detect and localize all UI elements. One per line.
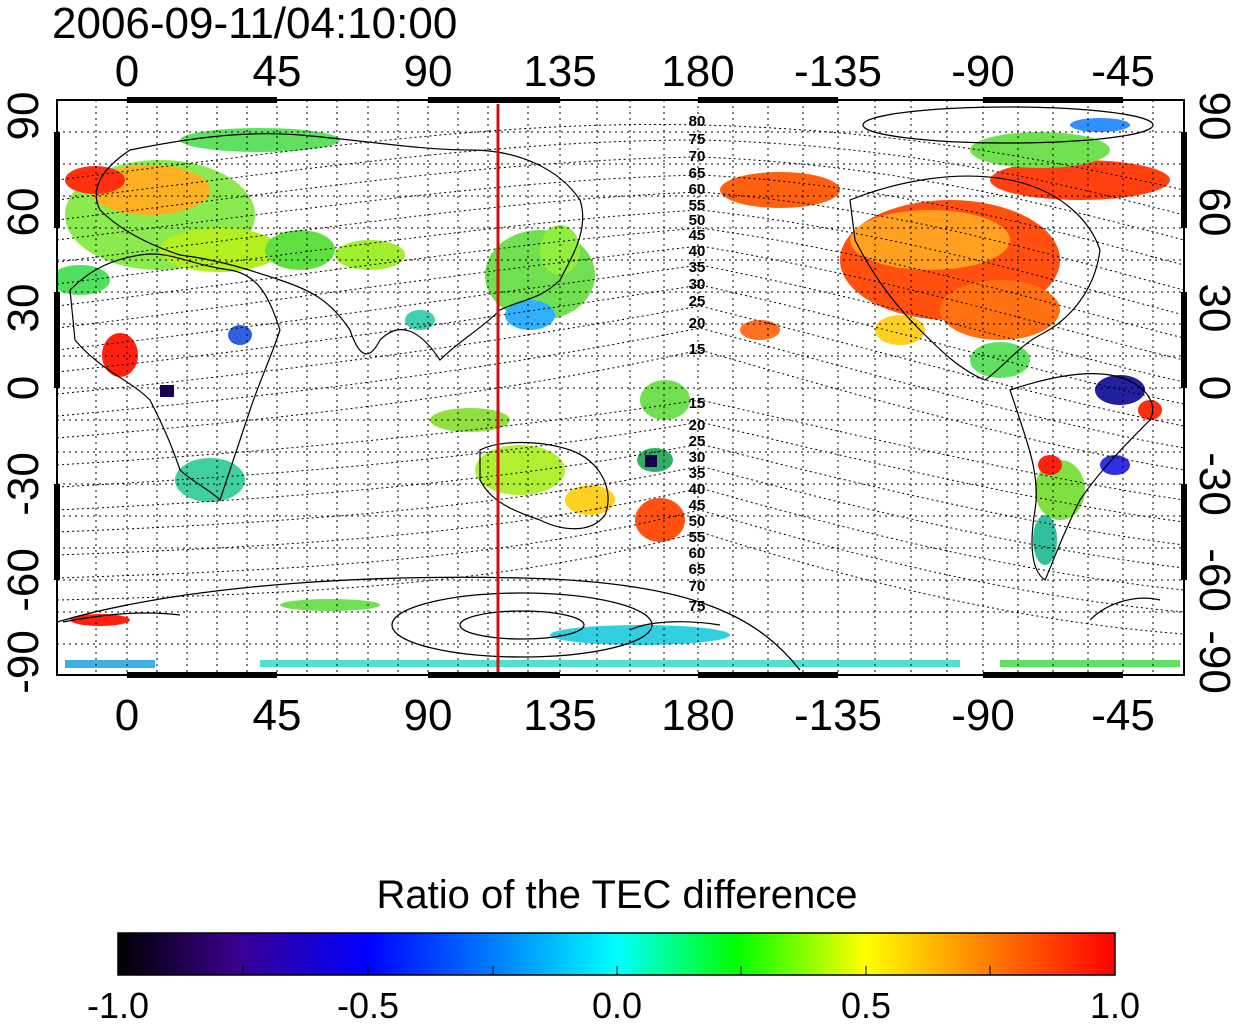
left-lat-tick: -60 [0, 548, 48, 612]
top-longitude-ticks: 0 45 90 135 180 -135 -90 -45 [115, 47, 1155, 96]
right-latitude-ticks: 90 60 30 0 -30 -60 -90 [1190, 92, 1239, 694]
right-lat-tick: -60 [1190, 548, 1239, 612]
bottom-lon-tick: 180 [661, 691, 734, 740]
contour-label: 15 [689, 395, 706, 412]
top-lon-tick: -45 [1091, 47, 1155, 96]
bottom-lon-tick: -45 [1091, 691, 1155, 740]
contour-label: 65 [689, 165, 706, 182]
contour-label: 25 [689, 293, 706, 310]
contour-label: 70 [689, 578, 706, 595]
magnetic-contours [57, 123, 1184, 635]
coastlines [62, 133, 1161, 631]
contour-labels-south: 15 20 25 30 35 40 45 50 55 60 65 70 75 [689, 395, 706, 615]
right-lat-tick: 60 [1190, 188, 1239, 237]
contour-label: 70 [689, 148, 706, 165]
top-lon-tick: 45 [253, 47, 302, 96]
bottom-longitude-ticks: 0 45 90 135 180 -135 -90 -45 [115, 691, 1155, 740]
pole-contours [57, 106, 1154, 671]
right-lat-tick: 30 [1190, 284, 1239, 333]
contour-label: 55 [689, 197, 706, 214]
right-lat-tick: -30 [1190, 452, 1239, 516]
colorbar-minor-ticks [242, 966, 991, 975]
contour-label: 35 [689, 259, 706, 276]
frame-segments [54, 97, 1187, 678]
contour-label: 25 [689, 433, 706, 450]
contour-label: 30 [689, 449, 706, 466]
timestamp-label: 2006-09-11/04:10:00 [52, 0, 457, 48]
left-lat-tick: -30 [0, 452, 48, 516]
right-lat-tick: 0 [1190, 376, 1239, 400]
contour-labels-north: 80 75 70 65 60 55 50 45 40 35 30 25 20 1… [689, 113, 706, 358]
contour-label: 20 [689, 315, 706, 332]
colorbar-tick: 0.5 [841, 985, 891, 1024]
left-lat-tick: 60 [0, 188, 48, 237]
top-lon-tick: 90 [404, 47, 453, 96]
bottom-lon-tick: 90 [404, 691, 453, 740]
colorbar-tick: 1.0 [1090, 985, 1140, 1024]
contour-label: 30 [689, 276, 706, 293]
right-lat-tick: -90 [1190, 630, 1239, 694]
bottom-lon-tick: -135 [794, 691, 882, 740]
contour-label: 75 [689, 131, 706, 148]
colorbar-tick: -1.0 [87, 985, 149, 1024]
colorbar-title: Ratio of the TEC difference [376, 873, 857, 917]
contour-label: 40 [689, 481, 706, 498]
top-lon-tick: -135 [794, 47, 882, 96]
left-latitude-ticks: 90 60 30 0 -30 -60 -90 [0, 92, 48, 694]
colorbar-tick-labels: -1.0 -0.5 0.0 0.5 1.0 [87, 985, 1140, 1024]
contour-label: 15 [689, 341, 706, 358]
top-lon-tick: -90 [951, 47, 1015, 96]
contour-label: 50 [689, 212, 706, 229]
contour-label: 45 [689, 497, 706, 514]
contour-label: 75 [689, 598, 706, 615]
contour-label: 60 [689, 545, 706, 562]
left-lat-tick: 30 [0, 284, 48, 333]
top-lon-tick: 0 [115, 47, 139, 96]
contour-label: 35 [689, 465, 706, 482]
left-lat-tick: 90 [0, 92, 48, 141]
contour-label: 60 [689, 181, 706, 198]
colorbar-tick: 0.0 [592, 985, 642, 1024]
contour-label: 55 [689, 529, 706, 546]
contour-label: 20 [689, 417, 706, 434]
top-lon-tick: 135 [523, 47, 596, 96]
left-lat-tick: -90 [0, 630, 48, 694]
contour-label: 40 [689, 243, 706, 260]
colorbar-tick: -0.5 [337, 985, 399, 1024]
top-lon-tick: 180 [661, 47, 734, 96]
bottom-lon-tick: -90 [951, 691, 1015, 740]
bottom-lon-tick: 135 [523, 691, 596, 740]
contour-label: 65 [689, 561, 706, 578]
right-lat-tick: 90 [1190, 92, 1239, 141]
contour-label: 50 [689, 513, 706, 530]
bottom-lon-tick: 0 [115, 691, 139, 740]
graticule [57, 100, 1184, 675]
contour-label: 45 [689, 227, 706, 244]
bottom-lon-tick: 45 [253, 691, 302, 740]
contour-label: 80 [689, 113, 706, 130]
left-lat-tick: 0 [0, 376, 48, 400]
